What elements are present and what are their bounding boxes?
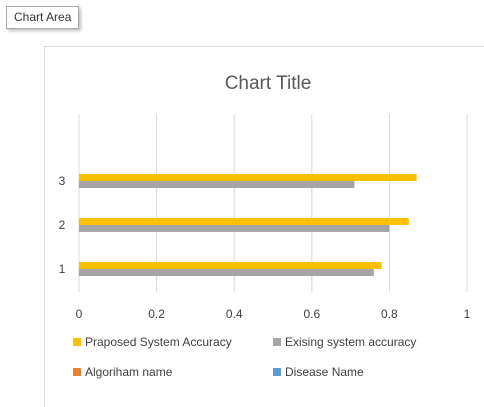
legend-swatch [273, 368, 281, 376]
bar-existing-2[interactable] [79, 225, 390, 232]
legend: Praposed System Accuracy Exising system a… [73, 335, 416, 379]
bar-proposed-2[interactable] [79, 218, 409, 225]
legend-label[interactable]: Praposed System Accuracy [85, 335, 232, 349]
y-tick-labels: 1 2 3 [59, 174, 66, 276]
x-tick-label: 0.8 [381, 307, 398, 321]
x-tick-label: 1 [464, 307, 471, 321]
bar-existing-1[interactable] [79, 269, 374, 276]
legend-swatch [73, 338, 81, 346]
legend-label[interactable]: Algoriham name [85, 365, 173, 379]
x-tick-label: 0 [76, 307, 83, 321]
bar-proposed-1[interactable] [79, 262, 382, 269]
bars [79, 174, 417, 276]
chart-title: Chart Title [225, 73, 312, 94]
x-tick-label: 0.4 [226, 307, 243, 321]
x-tick-label: 0.6 [303, 307, 320, 321]
y-tick-label: 3 [59, 174, 66, 188]
bar-proposed-3[interactable] [79, 174, 417, 181]
chart-area-tooltip: Chart Area [6, 6, 80, 29]
y-tick-label: 2 [59, 218, 66, 232]
legend-label[interactable]: Disease Name [285, 365, 364, 379]
legend-swatch [73, 368, 81, 376]
legend-label[interactable]: Exising system accuracy [285, 335, 416, 349]
y-tick-label: 1 [59, 262, 66, 276]
x-tick-labels: 0 0.2 0.4 0.6 0.8 1 [76, 307, 471, 321]
legend-swatch [273, 338, 281, 346]
bar-existing-3[interactable] [79, 181, 355, 188]
x-tick-label: 0.2 [148, 307, 165, 321]
